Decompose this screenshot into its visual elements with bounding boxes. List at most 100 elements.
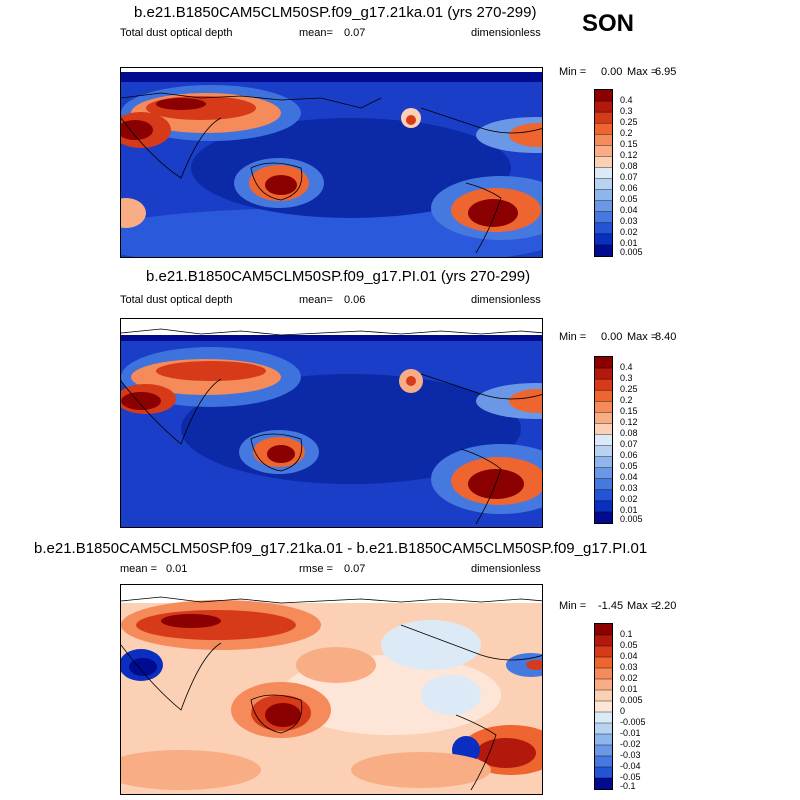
colorbar-label: 0.07 (620, 439, 638, 449)
panel-2-units: dimensionless (471, 294, 541, 306)
colorbar-label: 0.08 (620, 161, 638, 171)
colorbar-label: 0.02 (620, 673, 638, 683)
colorbar-label: 0.005 (620, 695, 643, 705)
colorbar-segment (595, 200, 612, 213)
colorbar-label: 0.01 (620, 684, 638, 694)
colorbar-segment (595, 145, 612, 157)
colorbar-segment (595, 156, 612, 168)
colorbar-segment (595, 745, 612, 757)
panel-3-title: b.e21.B1850CAM5CLM50SP.f09_g17.21ka.01 -… (34, 540, 648, 557)
colorbar-segment (595, 635, 612, 647)
colorbar-segment (595, 401, 612, 413)
panel-3-rmse-value: 0.07 (344, 563, 366, 575)
colorbar-segment (595, 657, 612, 669)
colorbar-segment (595, 511, 612, 523)
colorbar-segment (595, 723, 612, 735)
colorbar-label: 0.05 (620, 461, 638, 471)
colorbar-label: 0.02 (620, 494, 638, 504)
panel-1-mean-label: mean= (299, 27, 333, 39)
panel-1-max-label: Max = (627, 66, 658, 78)
colorbar-label: 0.05 (620, 640, 638, 650)
colorbar-segment (595, 167, 612, 180)
colorbar-label: 0.01 (620, 238, 638, 248)
panel-2-mean-label: mean= (299, 294, 333, 306)
colorbar-segment (595, 778, 612, 789)
colorbar-segment (595, 624, 612, 636)
panel-3-colorbar (594, 623, 613, 790)
colorbar-label: 0.03 (620, 483, 638, 493)
colorbar-label: -0.01 (620, 728, 641, 738)
colorbar-segment (595, 357, 612, 369)
colorbar-segment (595, 734, 612, 746)
colorbar-segment (595, 222, 612, 235)
colorbar-label: 0.04 (620, 205, 638, 215)
colorbar-segment (595, 368, 612, 380)
colorbar-segment (595, 112, 612, 124)
colorbar-label: 0.15 (620, 139, 638, 149)
colorbar-label: -0.04 (620, 761, 641, 771)
colorbar-segment (595, 445, 612, 458)
coastlines (121, 596, 542, 791)
panel-3-units: dimensionless (471, 563, 541, 575)
colorbar-label: 0.4 (620, 362, 633, 372)
colorbar-label: 0.01 (620, 505, 638, 515)
colorbar-segment (595, 379, 612, 391)
colorbar-segment (595, 412, 612, 424)
colorbar-segment (595, 489, 612, 502)
colorbar-label: -0.1 (620, 781, 636, 791)
colorbar-label: 0.25 (620, 117, 638, 127)
panel-3-min-label: Min = (559, 600, 587, 612)
colorbar-label: 0.2 (620, 128, 633, 138)
colorbar-label: -0.005 (620, 717, 646, 727)
panel-1-min-value: 0.00 (601, 66, 623, 78)
panel-3-min-value: -1.45 (598, 600, 624, 612)
colorbar-label: 0.3 (620, 106, 633, 116)
colorbar-label: 0.03 (620, 662, 638, 672)
colorbar-label: 0.4 (620, 95, 633, 105)
panel-3-rmse-label: rmse = (299, 563, 333, 575)
panel-2-max-value: 8.40 (655, 331, 677, 343)
colorbar-segment (595, 244, 612, 256)
colorbar-label: 0.3 (620, 373, 633, 383)
colorbar-segment (595, 646, 612, 658)
colorbar-segment (595, 434, 612, 447)
panel-2-mean-value: 0.06 (344, 294, 366, 306)
panel-1-variable-label: Total dust optical depth (120, 27, 233, 39)
season-label: SON (582, 10, 635, 37)
panel-2-colorbar (594, 356, 613, 524)
colorbar-segment (595, 668, 612, 680)
colorbar-label: -0.03 (620, 750, 641, 760)
colorbar-segment (595, 189, 612, 202)
coastlines (121, 92, 542, 254)
colorbar-label: 0 (620, 706, 626, 716)
panel-1-min-label: Min = (559, 66, 587, 78)
panel-1-map (120, 67, 543, 258)
colorbar-segment (595, 756, 612, 768)
colorbar-segment (595, 233, 612, 246)
colorbar-segment (595, 456, 612, 469)
colorbar-segment (595, 211, 612, 224)
panel-1-max-value: 6.95 (655, 66, 677, 78)
colorbar-label: 0.005 (620, 514, 643, 524)
colorbar-label: 0.06 (620, 183, 638, 193)
colorbar-segment (595, 467, 612, 480)
colorbar-label: 0.12 (620, 417, 638, 427)
panel-2-map (120, 318, 543, 528)
colorbar-segment (595, 390, 612, 402)
colorbar-label: 0.08 (620, 428, 638, 438)
colorbar-label: -0.05 (620, 772, 641, 782)
colorbar-segment (595, 690, 612, 702)
colorbar-label: 0.02 (620, 227, 638, 237)
colorbar-label: -0.02 (620, 739, 641, 749)
colorbar-label: 0.04 (620, 651, 638, 661)
colorbar-label: 0.005 (620, 247, 643, 257)
colorbar-segment (595, 101, 612, 113)
colorbar-segment (595, 123, 612, 135)
panel-3-max-label: Max = (627, 600, 658, 612)
colorbar-label: 0.05 (620, 194, 638, 204)
panel-3-mean-value: 0.01 (166, 563, 188, 575)
colorbar-label: 0.07 (620, 172, 638, 182)
colorbar-segment (595, 178, 612, 191)
colorbar-segment (595, 90, 612, 102)
colorbar-label: 0.15 (620, 406, 638, 416)
